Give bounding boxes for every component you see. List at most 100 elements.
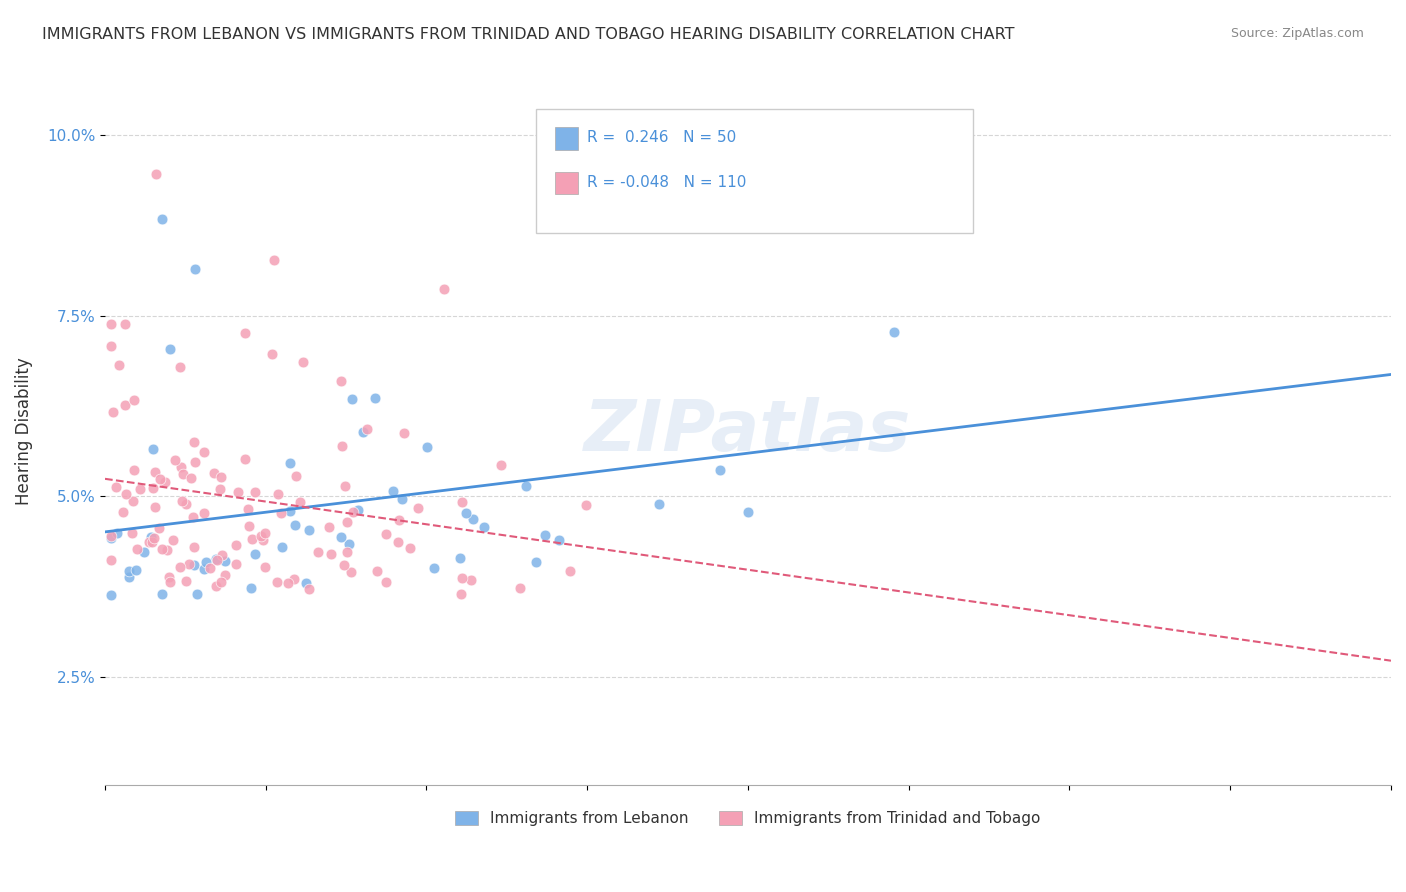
Point — [214, 567, 236, 582]
Point — [330, 374, 353, 388]
Point — [138, 535, 160, 549]
Point — [252, 533, 274, 548]
Point — [121, 526, 143, 541]
Point — [118, 570, 141, 584]
Point — [298, 524, 321, 538]
Point — [100, 339, 122, 353]
Point — [321, 547, 343, 561]
Point — [267, 487, 290, 501]
Point — [165, 452, 187, 467]
Text: IMMIGRANTS FROM LEBANON VS IMMIGRANTS FROM TRINIDAD AND TOBAGO HEARING DISABILIT: IMMIGRANTS FROM LEBANON VS IMMIGRANTS FR… — [42, 27, 1015, 42]
Point — [145, 167, 167, 181]
Point — [100, 589, 122, 603]
Point — [162, 533, 184, 547]
Point — [122, 463, 145, 477]
Point — [298, 582, 321, 596]
Point — [524, 555, 547, 569]
Point — [159, 575, 181, 590]
Point — [364, 391, 387, 405]
Point — [183, 434, 205, 449]
Point — [149, 472, 172, 486]
Point — [143, 465, 166, 479]
Point — [193, 506, 215, 520]
Point — [575, 499, 598, 513]
Point — [143, 531, 166, 545]
Point — [593, 219, 616, 233]
Text: R = -0.048   N = 110: R = -0.048 N = 110 — [588, 175, 747, 190]
Text: R =  0.246   N = 50: R = 0.246 N = 50 — [588, 130, 737, 145]
Point — [547, 533, 569, 547]
Point — [181, 510, 204, 524]
Point — [211, 548, 233, 562]
Point — [114, 487, 136, 501]
Point — [114, 398, 136, 412]
Point — [342, 392, 364, 406]
Point — [114, 317, 136, 331]
Point — [105, 480, 128, 494]
Point — [209, 575, 232, 590]
Point — [283, 572, 305, 586]
Point — [128, 482, 150, 496]
FancyBboxPatch shape — [555, 171, 578, 194]
Point — [240, 532, 263, 546]
Point — [648, 498, 671, 512]
Point — [174, 497, 197, 511]
Point — [150, 587, 173, 601]
Point — [174, 574, 197, 589]
Point — [183, 540, 205, 554]
Point — [332, 558, 354, 572]
Point — [374, 527, 396, 541]
FancyBboxPatch shape — [536, 110, 973, 233]
Point — [284, 518, 307, 533]
Point — [184, 455, 207, 469]
Point — [238, 518, 260, 533]
Point — [125, 541, 148, 556]
Point — [388, 513, 411, 527]
Point — [233, 452, 256, 467]
Point — [202, 466, 225, 480]
Point — [489, 458, 512, 472]
Legend: Immigrants from Lebanon, Immigrants from Trinidad and Tobago: Immigrants from Lebanon, Immigrants from… — [447, 804, 1049, 834]
Point — [271, 540, 294, 554]
Point — [134, 545, 156, 559]
Point — [318, 519, 340, 533]
Point — [143, 500, 166, 514]
Point — [169, 359, 191, 374]
Point — [184, 262, 207, 277]
FancyBboxPatch shape — [555, 127, 578, 150]
Point — [342, 505, 364, 519]
Point — [450, 572, 472, 586]
Point — [474, 520, 496, 534]
Y-axis label: Hearing Disability: Hearing Disability — [15, 358, 32, 505]
Point — [225, 557, 247, 571]
Point — [209, 469, 232, 483]
Point — [737, 505, 759, 519]
Point — [423, 561, 446, 575]
Point — [170, 494, 193, 508]
Point — [374, 575, 396, 590]
Point — [225, 538, 247, 552]
Point — [193, 562, 215, 576]
Point — [142, 442, 165, 456]
Point — [183, 558, 205, 572]
Point — [249, 529, 271, 543]
Point — [141, 535, 163, 549]
Point — [100, 531, 122, 545]
Point — [254, 559, 277, 574]
Point — [122, 392, 145, 407]
Point — [336, 515, 359, 529]
Point — [148, 521, 170, 535]
Point — [277, 576, 299, 591]
Point — [391, 491, 413, 506]
Point — [399, 541, 422, 556]
Point — [330, 438, 353, 452]
Point — [382, 483, 405, 498]
Point — [307, 545, 329, 559]
Point — [118, 565, 141, 579]
Point — [170, 459, 193, 474]
Point — [709, 463, 731, 477]
Point — [295, 576, 318, 591]
Point — [105, 525, 128, 540]
Point — [125, 564, 148, 578]
Point — [515, 479, 537, 493]
